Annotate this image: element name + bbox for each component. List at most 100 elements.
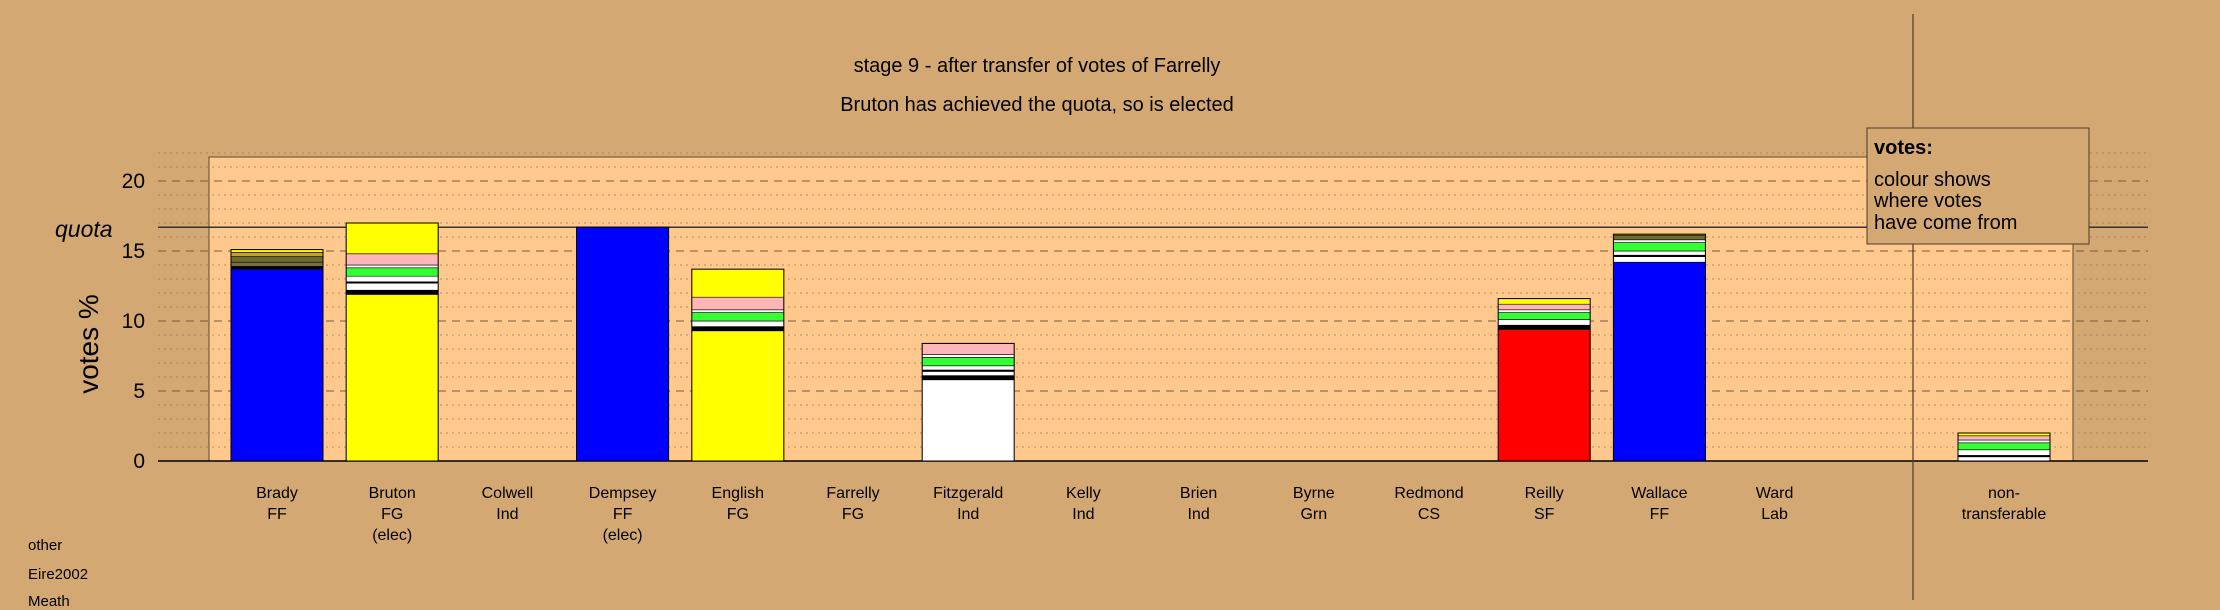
quota-label: quota (55, 216, 113, 242)
bar-segment (921, 343, 1015, 355)
x-axis-labels: Brady FF Bruton FG (elec) Colwell Ind Dempsey FF… (256, 485, 1793, 544)
bar-reilly (1497, 298, 1591, 462)
bar-segment (691, 320, 785, 327)
bar-segment (921, 354, 1015, 358)
candidate-name-label: Wallace (1631, 485, 1687, 502)
footer-line-other: other (28, 537, 63, 554)
y-tick-label: 15 (122, 240, 145, 263)
bar-outline (230, 249, 324, 462)
legend-line-3: have come from (1874, 212, 2017, 234)
y-axis: 0 5 10 15 20 (122, 170, 145, 473)
bar-outline (1957, 432, 2051, 462)
bar-segment (691, 330, 785, 462)
bar-segment (345, 267, 439, 277)
candidate-party-label: FG (727, 506, 749, 523)
bar-brady (230, 249, 324, 462)
bar-segment (1613, 235, 1706, 241)
y-tick-label: 20 (122, 170, 145, 193)
candidate-party-label: CS (1418, 506, 1440, 523)
bar-segment (345, 222, 439, 255)
bar-segment (1957, 456, 2051, 462)
bar-segment (1957, 442, 2051, 451)
legend: votes: colour shows where votes have com… (1866, 127, 2090, 245)
candidate-party-label: SF (1534, 506, 1555, 523)
candidate-party-label: FF (267, 506, 287, 523)
candidate-party-label: FF (613, 506, 633, 523)
legend-line-1: colour shows (1874, 169, 1991, 191)
bar-segment (1957, 449, 2051, 456)
bar-outline (1612, 233, 1706, 462)
bar-segment (921, 365, 1015, 371)
candidate-name-label: Brady (256, 485, 298, 502)
candidate-party-label: Ind (1187, 506, 1209, 523)
bar-segment (1497, 309, 1591, 313)
candidate-party-label: Grn (1300, 506, 1327, 523)
bar-segment (1497, 319, 1591, 326)
bar-outline (1497, 298, 1591, 462)
bar-segment (1497, 312, 1591, 320)
candidate-status-label: (elec) (372, 527, 412, 544)
bar-segment (921, 357, 1015, 367)
y-axis-label: votes % (73, 294, 104, 394)
bar-segment (1613, 239, 1706, 243)
bar-segment (1957, 439, 2051, 444)
footer-line-constituency: Meath (28, 593, 70, 610)
candidate-party-label: Ind (957, 506, 979, 523)
grid-lines (158, 152, 2148, 462)
candidate-party-label: FG (381, 506, 403, 523)
candidate-name-label: Colwell (482, 485, 534, 502)
y-tick-label: 10 (122, 310, 145, 333)
bar-segment (1613, 250, 1706, 256)
candidate-name-label: Fitzgerald (933, 485, 1003, 502)
bar-segment (1497, 303, 1591, 311)
bar-segment (691, 312, 785, 322)
bar-segment (576, 226, 669, 462)
bar-segment (230, 268, 324, 462)
bar-segment (691, 326, 785, 332)
bar-segment (1613, 256, 1706, 263)
bar-segment (345, 282, 439, 291)
legend-title: votes: (1874, 137, 1933, 159)
bar-segment (345, 264, 439, 269)
plot-panel (208, 156, 2074, 462)
bar-segment (1497, 298, 1591, 305)
bar-segment (921, 375, 1015, 381)
bar-segment (921, 379, 1015, 462)
bar-segment (1613, 261, 1706, 462)
bar-outline (576, 226, 670, 462)
candidate-party-label: Ind (1072, 506, 1094, 523)
bar-segment (345, 275, 439, 283)
candidate-name-label: Dempsey (589, 485, 657, 502)
bar-segment (691, 309, 785, 313)
candidate-name-label: English (712, 485, 764, 502)
bars (230, 222, 2051, 462)
candidate-name-label: Brien (1180, 485, 1217, 502)
candidate-name-label: Reilly (1525, 485, 1564, 502)
bar-segment (1613, 242, 1706, 252)
bar-dempsey (576, 226, 670, 462)
bar-outline (691, 268, 785, 462)
bar-segment (345, 253, 439, 266)
bar-bruton (345, 222, 439, 462)
candidate-party-label: Ind (496, 506, 518, 523)
bar-outline (345, 222, 439, 462)
bar-segment (1957, 435, 2051, 441)
candidate-party-label: FG (842, 506, 864, 523)
y-tick-label: 5 (133, 380, 145, 403)
candidate-name-label: Bruton (369, 485, 416, 502)
nontransferable-label-1: non- (1988, 485, 2020, 502)
y-tick-label: 0 (133, 450, 145, 473)
candidate-status-label: (elec) (603, 527, 643, 544)
bar-wallace (1612, 233, 1706, 462)
bar-segment (921, 371, 1015, 376)
candidate-name-label: Byrne (1293, 485, 1335, 502)
bar-fitzgerald (921, 342, 1015, 462)
bar-english (691, 268, 785, 462)
bar-segment (230, 256, 324, 263)
candidate-party-label: FF (1650, 506, 1670, 523)
bar-segment (230, 266, 324, 270)
candidate-name-label: Ward (1756, 485, 1794, 502)
bar-segment (1497, 324, 1591, 330)
